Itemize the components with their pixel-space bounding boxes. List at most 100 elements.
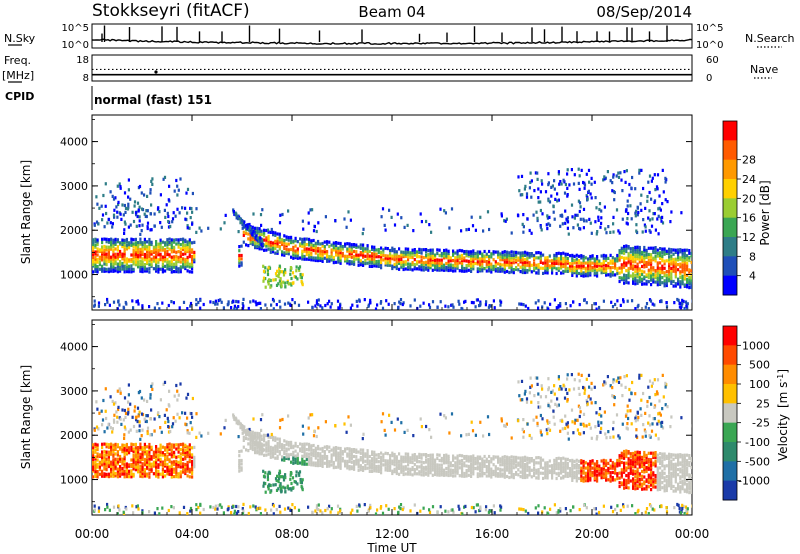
power-cell	[350, 255, 353, 259]
power-cell	[148, 248, 151, 252]
power-cell	[132, 253, 135, 257]
power-cell	[632, 281, 635, 285]
velocity-cell	[337, 451, 340, 455]
power-cell	[145, 214, 148, 219]
power-cell	[672, 264, 675, 268]
power-cell	[594, 220, 597, 224]
velocity-cell	[182, 452, 185, 457]
velocity-cell	[425, 465, 428, 469]
power-cell	[101, 248, 104, 252]
velocity-cell	[659, 458, 662, 463]
power-cell	[600, 216, 603, 220]
power-cell	[184, 266, 187, 271]
power-cell	[681, 277, 684, 281]
power-cell	[283, 281, 287, 285]
power-cell	[593, 257, 596, 261]
power-cell	[353, 262, 356, 266]
velocity-cell	[661, 452, 664, 456]
power-cell	[164, 253, 167, 257]
velocity-cell	[620, 460, 623, 465]
velocity-cell	[458, 474, 461, 478]
power-cell	[598, 202, 602, 206]
power-cell	[593, 180, 596, 184]
velocity-cell	[555, 476, 558, 481]
power-cell	[290, 247, 293, 252]
power-cell	[530, 179, 533, 183]
power-cell	[521, 265, 524, 269]
power-cell	[460, 229, 463, 233]
velocity-cell	[618, 454, 621, 458]
power-cell	[330, 248, 333, 252]
power-cell	[598, 267, 601, 271]
power-cell	[103, 262, 106, 266]
power-cell	[686, 277, 689, 281]
power-cell	[656, 271, 659, 275]
power-cell	[691, 219, 692, 223]
power-cell	[472, 257, 475, 261]
power-cell	[428, 305, 432, 309]
power-cell	[182, 252, 185, 256]
power-cell	[177, 240, 180, 245]
power-cell	[303, 249, 306, 253]
velocity-cell	[191, 468, 194, 472]
power-cell	[436, 258, 439, 262]
velocity-cell	[393, 455, 396, 459]
velocity-cell	[445, 466, 448, 471]
velocity-cell	[166, 462, 169, 467]
velocity-cell	[436, 463, 439, 467]
power-cell	[605, 266, 608, 271]
velocity-cell	[317, 451, 320, 455]
power-cell	[661, 276, 664, 280]
velocity-cell	[618, 481, 621, 485]
velocity-cell	[274, 451, 277, 455]
power-cell	[278, 221, 282, 225]
power-cell	[134, 250, 137, 254]
power-cell	[143, 237, 146, 241]
velocity-cell	[634, 465, 637, 469]
power-cell	[238, 261, 241, 265]
power-cell	[638, 255, 641, 259]
velocity-cell	[337, 446, 340, 450]
power-cell	[393, 254, 396, 259]
power-cell	[444, 304, 447, 308]
velocity-cell	[105, 450, 108, 454]
power-cell	[112, 267, 115, 271]
power-cell	[207, 226, 210, 230]
power-cell	[544, 266, 547, 270]
velocity-cell	[629, 479, 632, 483]
velocity-cell	[141, 475, 144, 479]
velocity-cell	[560, 464, 563, 468]
power-cell	[332, 241, 335, 245]
velocity-cell	[634, 475, 637, 479]
velocity-cell	[310, 456, 313, 460]
power-cell	[434, 255, 437, 259]
power-cell	[440, 251, 443, 256]
power-cell	[139, 269, 142, 273]
power-cell	[596, 268, 599, 272]
velocity-cell	[247, 437, 250, 441]
power-cell	[189, 301, 193, 306]
power-cell	[246, 223, 249, 227]
velocity-cell	[566, 464, 569, 469]
velocity-cell	[272, 455, 275, 459]
power-cell	[510, 250, 513, 254]
power-cell	[122, 305, 125, 309]
power-cell	[332, 257, 335, 261]
power-cell	[670, 279, 673, 283]
power-cell	[557, 257, 560, 261]
velocity-cell	[155, 472, 158, 477]
power-cell	[317, 249, 320, 253]
power-cell	[624, 209, 628, 213]
power-cell	[429, 258, 432, 262]
power-cell	[227, 300, 230, 304]
velocity-cell	[137, 460, 140, 464]
power-cell	[276, 244, 279, 248]
velocity-cell	[130, 475, 133, 479]
power-cell	[659, 216, 662, 220]
velocity-cell	[494, 474, 497, 478]
power-cell	[371, 261, 374, 265]
velocity-cell	[427, 470, 430, 475]
power-cell	[504, 219, 507, 223]
velocity-cell	[645, 460, 648, 464]
